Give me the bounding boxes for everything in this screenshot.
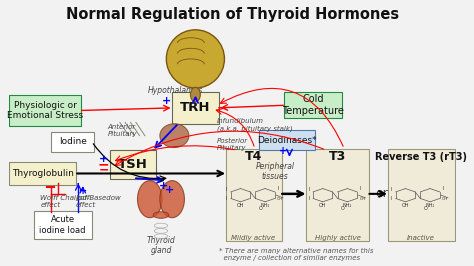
Text: I: I <box>277 186 279 191</box>
Text: O: O <box>424 206 428 211</box>
Text: I: I <box>359 186 361 191</box>
Text: OH: OH <box>442 197 448 201</box>
FancyBboxPatch shape <box>259 130 315 150</box>
Text: O: O <box>341 206 345 211</box>
Text: I: I <box>226 196 227 201</box>
Ellipse shape <box>160 124 189 148</box>
Text: O: O <box>259 206 263 211</box>
Text: Inactive: Inactive <box>407 235 435 240</box>
Text: TSH: TSH <box>118 158 148 171</box>
FancyBboxPatch shape <box>388 149 455 242</box>
Text: I: I <box>308 196 310 201</box>
FancyBboxPatch shape <box>34 211 91 239</box>
Text: NH₂: NH₂ <box>260 203 270 207</box>
Text: NH₂: NH₂ <box>425 203 435 207</box>
Text: * There are many alternative names for this
  enzyme / collection of similar enz: * There are many alternative names for t… <box>219 248 374 261</box>
Text: Mildly active: Mildly active <box>231 234 275 240</box>
Text: Iodine: Iodine <box>59 137 87 146</box>
FancyBboxPatch shape <box>172 92 219 124</box>
Text: Thyroglobulin: Thyroglobulin <box>12 169 74 178</box>
Text: OH: OH <box>237 203 244 207</box>
Text: I: I <box>391 196 392 201</box>
Text: Jod-Basedow
effect: Jod-Basedow effect <box>76 195 121 208</box>
Text: Peripheral
tissues: Peripheral tissues <box>255 162 294 181</box>
Text: Wolff Chaikoff
effect: Wolff Chaikoff effect <box>40 195 90 208</box>
Text: −: − <box>217 101 228 114</box>
Text: or: or <box>375 187 388 200</box>
Text: +: + <box>162 96 171 106</box>
Text: T3: T3 <box>329 150 346 163</box>
Text: T4: T4 <box>245 150 263 163</box>
Text: Deiodinases*: Deiodinases* <box>257 136 317 145</box>
Text: +: + <box>279 146 287 156</box>
Text: −: − <box>99 164 109 177</box>
Ellipse shape <box>160 181 184 218</box>
Ellipse shape <box>191 87 201 102</box>
Text: Physiologic or
Emotional Stress: Physiologic or Emotional Stress <box>7 101 83 120</box>
Text: OH: OH <box>319 203 327 207</box>
Text: OH: OH <box>401 203 409 207</box>
Text: Anterior
Pituitary: Anterior Pituitary <box>107 124 137 137</box>
Text: Thyroid
gland: Thyroid gland <box>146 236 175 255</box>
Text: TRH: TRH <box>180 101 211 114</box>
Text: Hypothalamus: Hypothalamus <box>147 86 203 95</box>
Text: I: I <box>442 186 444 191</box>
Ellipse shape <box>166 30 224 88</box>
FancyBboxPatch shape <box>306 149 369 242</box>
Text: I: I <box>308 186 310 192</box>
Text: Cold
Temperature: Cold Temperature <box>282 94 344 116</box>
Text: Acute
iodine load: Acute iodine load <box>39 215 86 235</box>
Text: NH₂: NH₂ <box>343 203 352 207</box>
Text: OH: OH <box>277 197 283 201</box>
Text: Posterior
Pituitary: Posterior Pituitary <box>217 138 248 151</box>
FancyBboxPatch shape <box>109 150 156 179</box>
Text: Normal Regulation of Thyroid Hormones: Normal Regulation of Thyroid Hormones <box>66 7 399 22</box>
Ellipse shape <box>137 181 162 218</box>
FancyBboxPatch shape <box>52 132 94 152</box>
Text: +: + <box>159 181 168 191</box>
FancyBboxPatch shape <box>9 162 76 185</box>
Text: +: + <box>165 185 174 195</box>
Text: I: I <box>391 186 392 192</box>
Text: OH: OH <box>359 197 365 201</box>
Text: I: I <box>226 186 227 192</box>
Ellipse shape <box>153 212 169 218</box>
FancyBboxPatch shape <box>226 149 282 242</box>
Text: Infundibulum
(a.k.a. pituitary stalk): Infundibulum (a.k.a. pituitary stalk) <box>217 118 292 132</box>
Text: Highly active: Highly active <box>315 234 360 240</box>
FancyBboxPatch shape <box>9 95 81 126</box>
FancyBboxPatch shape <box>284 92 342 118</box>
Text: Reverse T3 (rT3): Reverse T3 (rT3) <box>375 152 467 162</box>
Text: +: + <box>79 186 87 196</box>
Text: −: − <box>98 158 109 172</box>
Text: +: + <box>99 155 109 164</box>
